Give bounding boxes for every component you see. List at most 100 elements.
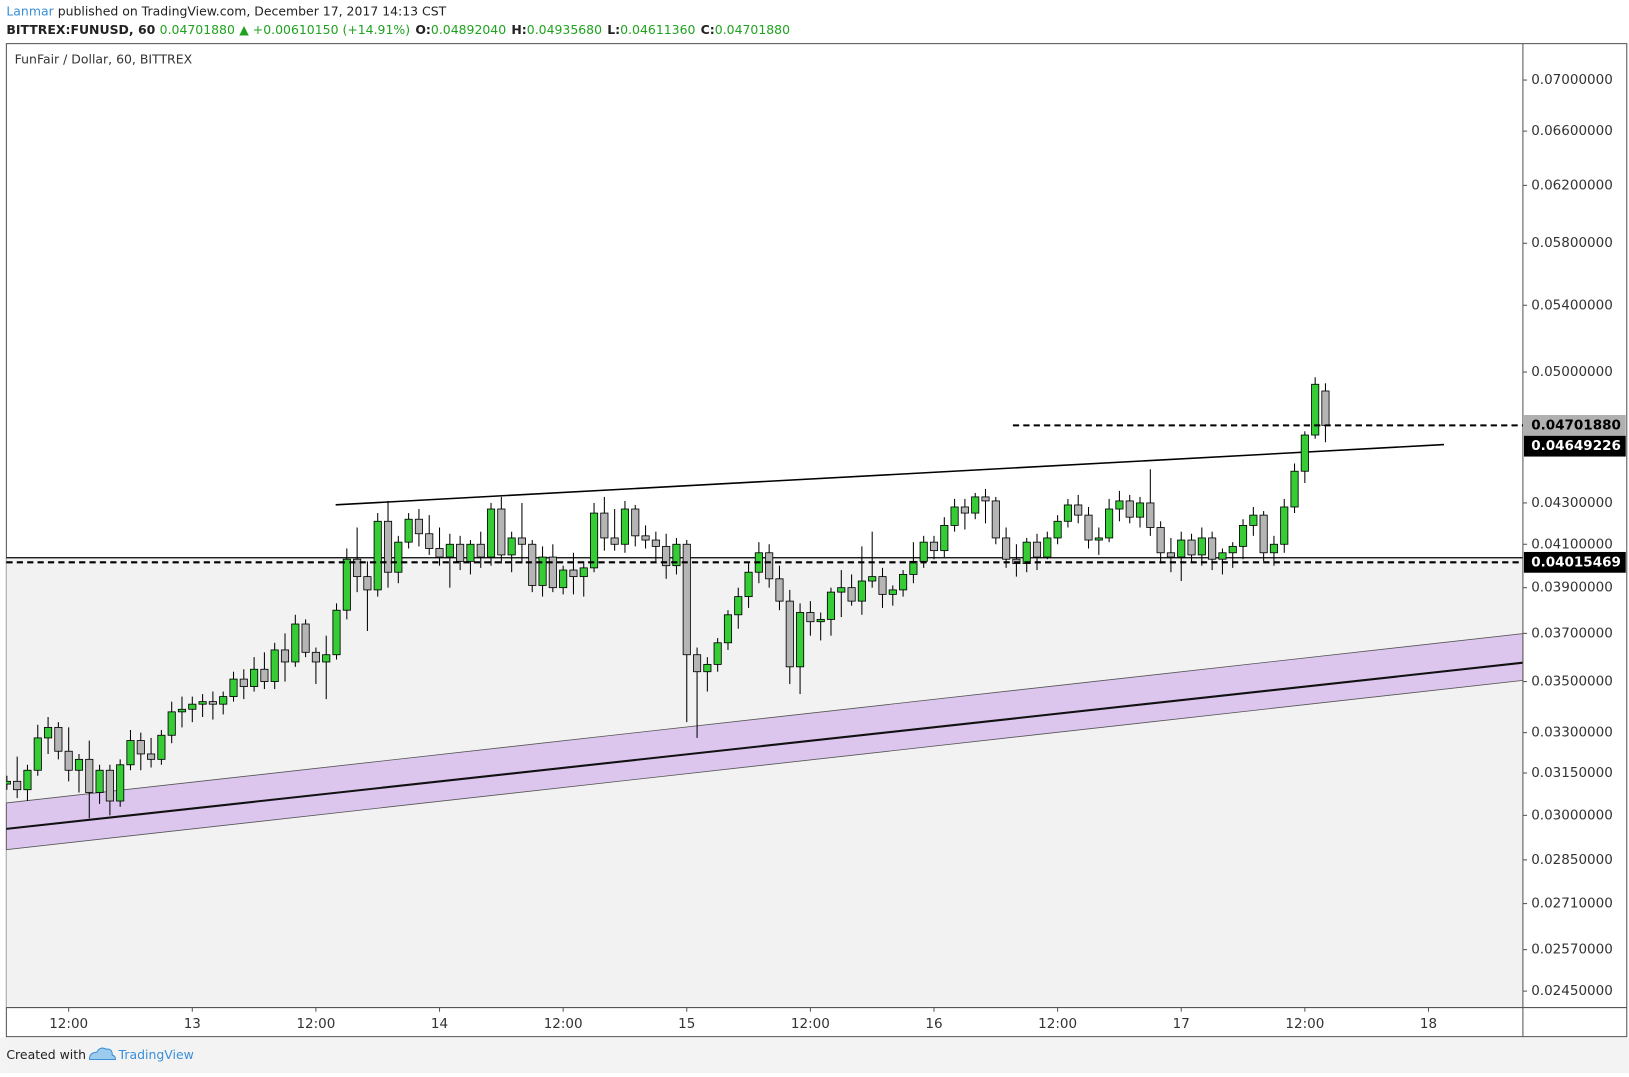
candle-body [157,734,166,760]
candle-body [826,591,836,620]
candle-body [631,508,640,537]
y-tick-label: 0.03300000 [1531,725,1613,741]
y-tick-label: 0.03500000 [1531,674,1613,690]
candle-body [1074,504,1083,516]
x-tick-label: 14 [431,1016,448,1032]
candle-body [1146,502,1155,528]
y-tick-label: 0.03900000 [1531,580,1613,596]
candle-body [857,580,866,602]
candle-body [847,587,856,602]
candle-body [1208,537,1217,560]
candle-body [1259,514,1268,554]
candle-body [383,520,393,573]
candle-body [445,543,454,558]
candle-body [456,543,465,562]
candle-body [507,537,516,556]
candle-body [1135,502,1145,518]
y-tick-label: 0.02850000 [1531,852,1613,868]
candle-body [177,708,187,713]
x-tick-label: 12:00 [1038,1016,1077,1032]
chart-title: FunFair / Dollar, 60, BITTREX [15,52,193,67]
candle-body [33,737,42,771]
footer-text: Created with [6,1047,86,1062]
candle-body [713,642,722,665]
x-tick-label: 16 [925,1016,942,1032]
candle-body [1249,514,1258,526]
published: published on TradingView.com, December 1… [58,3,447,18]
price-label: 0.04701880 [1531,417,1621,433]
candle-body [672,543,681,567]
x-tick-label: 12:00 [791,1016,830,1032]
price-label: 0.04649226 [1531,438,1621,454]
y-tick-label: 0.02570000 [1531,942,1613,958]
candle-body [6,780,11,785]
candle-body [414,518,423,535]
candle-body [13,780,22,791]
candle-body [373,520,382,591]
candle-body [363,576,372,591]
published-line: Lanmar published on TradingView.com, Dec… [6,3,446,18]
candle-body [167,711,176,736]
field-label: H: [511,22,526,37]
candle-body [723,614,733,644]
field-value: 0.04611360 [620,22,695,37]
candle-body [744,571,753,598]
price-label-box [1523,415,1626,436]
candle-body [126,740,135,766]
candle-body [888,589,897,595]
candle-body [517,537,526,545]
candle-body [775,578,784,602]
candle-body [229,678,238,697]
candle-body [250,668,259,687]
candle-body [1177,539,1186,558]
y-tick-label: 0.03150000 [1531,765,1613,781]
candle-body [322,654,331,663]
candle-body [1218,552,1227,560]
candle-body [44,726,53,739]
y-tick-label: 0.03000000 [1531,807,1613,823]
candle-body [837,587,846,593]
candle-body [301,623,310,653]
candle-body [703,663,712,673]
candle-body [919,541,928,562]
candle-body [589,512,599,569]
candle-body [579,567,588,578]
candle-body [528,543,537,586]
symbol-line: BITTREX:FUNUSD, 60 0.04701880 ▲ +0.00610… [6,22,790,37]
candle-body [1002,537,1011,560]
candle-body [476,543,485,558]
candle-body [1187,539,1196,556]
candle-body [899,574,908,591]
candle-body [64,750,73,771]
field-label: O: [415,22,431,37]
candle-body [23,769,32,791]
candle-body [239,678,248,687]
candle-body [600,512,609,539]
candle-body [280,649,290,663]
candle-body [1228,545,1237,554]
candle-body [497,508,506,556]
candle-body [662,545,671,567]
candle-body [950,506,959,526]
logo [88,1047,116,1061]
candle-body [548,556,557,589]
trend-line [335,443,1445,506]
candle-body [1300,434,1309,472]
candle-body [116,764,125,802]
x-tick-label: 12:00 [1285,1016,1324,1032]
candle-body [1269,543,1278,554]
candle-body [734,596,743,616]
candle-body [136,740,145,755]
y-tick-label: 0.06200000 [1531,177,1613,193]
y-tick-label: 0.05400000 [1531,297,1613,313]
channel-mid [6,661,1524,830]
candle-body [353,558,362,578]
candle-body [559,569,568,589]
candle-body [147,753,156,760]
y-tick-label: 0.06600000 [1531,123,1613,139]
candle-body [95,769,104,793]
candle-body [569,569,578,578]
candle-body [1063,504,1072,522]
